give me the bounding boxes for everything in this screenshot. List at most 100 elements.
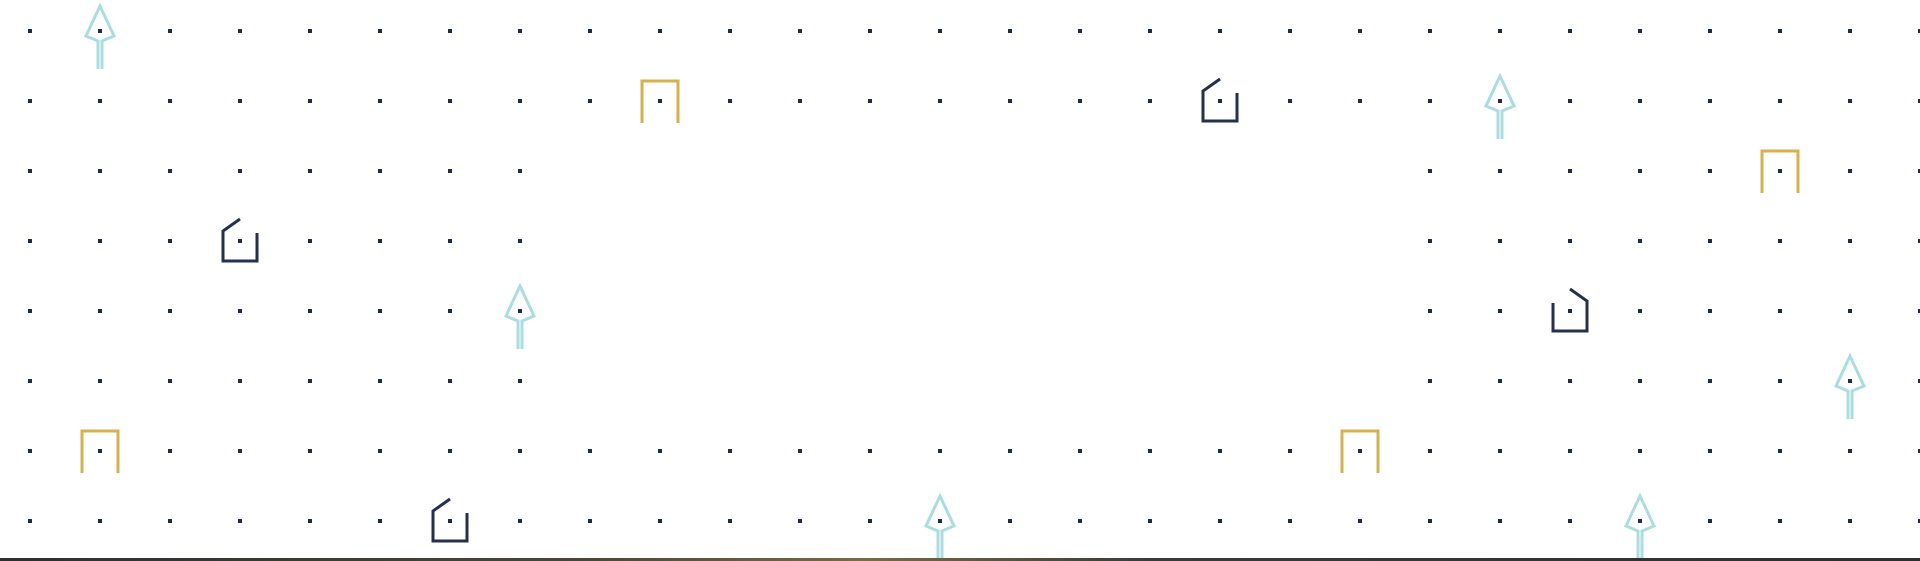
arrow-up-icon — [1833, 352, 1867, 419]
grid-dot — [168, 169, 172, 173]
grid-dot — [798, 519, 802, 523]
grid-dot — [1498, 519, 1502, 523]
grid-dot — [1848, 169, 1852, 173]
grid-dot — [1078, 519, 1082, 523]
grid-dot — [1428, 449, 1432, 453]
grid-dot — [798, 449, 802, 453]
arch-icon — [1760, 149, 1800, 193]
grid-dot — [98, 379, 102, 383]
house-icon — [221, 217, 259, 263]
grid-dot — [168, 449, 172, 453]
grid-dot — [1498, 309, 1502, 313]
grid-dot — [1708, 99, 1712, 103]
grid-dot — [238, 169, 242, 173]
grid-dot — [28, 29, 32, 33]
grid-dot — [378, 379, 382, 383]
grid-dot — [238, 239, 242, 243]
grid-dot — [1708, 29, 1712, 33]
grid-dot — [1708, 379, 1712, 383]
grid-dot — [98, 239, 102, 243]
grid-dot — [1568, 519, 1572, 523]
grid-dot — [1848, 309, 1852, 313]
grid-dot — [798, 99, 802, 103]
grid-dot — [1008, 99, 1012, 103]
arch-icon — [640, 79, 680, 123]
grid-dot — [1708, 239, 1712, 243]
grid-dot — [1428, 379, 1432, 383]
grid-dot — [98, 169, 102, 173]
grid-dot — [728, 99, 732, 103]
grid-dot — [1708, 519, 1712, 523]
grid-dot — [1638, 239, 1642, 243]
grid-dot — [1848, 449, 1852, 453]
grid-dot — [1918, 29, 1920, 33]
grid-dot — [1778, 29, 1782, 33]
house-icon — [1551, 287, 1589, 333]
grid-dot — [1778, 239, 1782, 243]
grid-dot — [1918, 169, 1920, 173]
grid-dot — [1708, 309, 1712, 313]
grid-dot — [1638, 379, 1642, 383]
grid-dot — [1918, 379, 1920, 383]
arrow-up-icon — [503, 282, 537, 349]
grid-dot — [1638, 449, 1642, 453]
grid-dot — [798, 29, 802, 33]
grid-dot — [658, 29, 662, 33]
grid-dot — [1498, 29, 1502, 33]
grid-dot — [448, 379, 452, 383]
grid-dot — [728, 519, 732, 523]
grid-dot — [98, 449, 102, 453]
grid-dot — [238, 29, 242, 33]
grid-dot — [238, 99, 242, 103]
grid-dot — [1358, 519, 1362, 523]
grid-dot — [308, 519, 312, 523]
grid-dot — [1568, 29, 1572, 33]
grid-dot — [1638, 169, 1642, 173]
grid-dot — [1568, 99, 1572, 103]
grid-dot — [378, 29, 382, 33]
grid-dot — [1708, 169, 1712, 173]
grid-dot — [378, 449, 382, 453]
grid-dot — [308, 239, 312, 243]
grid-dot — [1568, 169, 1572, 173]
grid-dot — [588, 519, 592, 523]
grid-dot — [1358, 29, 1362, 33]
grid-dot — [448, 99, 452, 103]
grid-dot — [168, 309, 172, 313]
grid-dot — [728, 449, 732, 453]
grid-dot — [1638, 29, 1642, 33]
grid-dot — [518, 449, 522, 453]
grid-dot — [168, 99, 172, 103]
grid-dot — [1288, 29, 1292, 33]
grid-dot — [518, 239, 522, 243]
grid-dot — [1848, 239, 1852, 243]
grid-dot — [658, 519, 662, 523]
grid-dot — [1848, 379, 1852, 383]
grid-dot — [28, 239, 32, 243]
grid-dot — [1708, 449, 1712, 453]
grid-dot — [308, 169, 312, 173]
arch-icon — [1340, 429, 1380, 473]
grid-dot — [1568, 309, 1572, 313]
grid-dot — [588, 99, 592, 103]
bottom-border — [0, 558, 1920, 561]
grid-dot — [98, 29, 102, 33]
grid-dot — [1498, 239, 1502, 243]
grid-dot — [1778, 519, 1782, 523]
grid-dot — [1498, 169, 1502, 173]
grid-dot — [378, 99, 382, 103]
grid-dot — [308, 449, 312, 453]
grid-dot — [1148, 29, 1152, 33]
grid-dot — [308, 309, 312, 313]
grid-dot — [518, 99, 522, 103]
grid-dot — [1918, 239, 1920, 243]
grid-dot — [1288, 519, 1292, 523]
grid-dot — [868, 29, 872, 33]
grid-dot — [868, 449, 872, 453]
grid-dot — [868, 519, 872, 523]
grid-dot — [728, 29, 732, 33]
grid-dot — [448, 449, 452, 453]
grid-dot — [308, 29, 312, 33]
grid-dot — [1498, 99, 1502, 103]
grid-dot — [1428, 519, 1432, 523]
